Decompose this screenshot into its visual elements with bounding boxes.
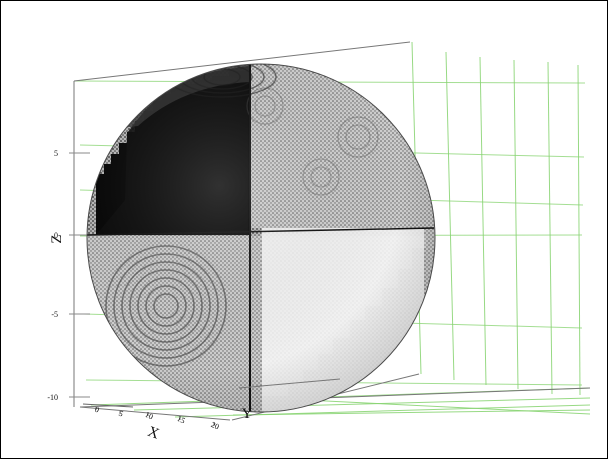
x-axis-label: X [146, 424, 162, 443]
depth-base-line [238, 378, 341, 389]
x-tick-label: 5 [117, 409, 124, 419]
grid-floor-line [232, 409, 591, 416]
grid-vertical-line [577, 64, 581, 396]
grid-floor-line [133, 397, 591, 411]
z-tick-label: 0 [54, 231, 58, 240]
grid-vertical-line [513, 59, 519, 390]
x-tick-label: 10 [144, 410, 155, 421]
z-tick-label: 5 [54, 149, 58, 158]
y-axis-label: Y [242, 406, 253, 422]
grid-floor-line [284, 398, 591, 415]
y-axis-front-line [79, 406, 231, 421]
x-axis-back-line [79, 387, 591, 408]
grid-vertical-line [445, 51, 455, 381]
z-tick-label: -10 [47, 393, 58, 402]
front-base-line [82, 403, 134, 408]
z-tick-label: -5 [51, 310, 58, 319]
x-tick-label: 15 [176, 414, 187, 425]
x-tick-label: 20 [210, 420, 221, 431]
sphere-shading [87, 64, 435, 412]
z-axis-label: Z [49, 234, 65, 243]
x-tick-label: 0 [93, 405, 100, 415]
front-axes: Z Y X [49, 234, 341, 443]
sphere-outline [86, 63, 436, 413]
sphere-point-cloud [86, 63, 436, 413]
grid-vertical-line [547, 61, 553, 395]
grid-vertical-line [479, 56, 487, 386]
top-back-edge [73, 41, 411, 82]
